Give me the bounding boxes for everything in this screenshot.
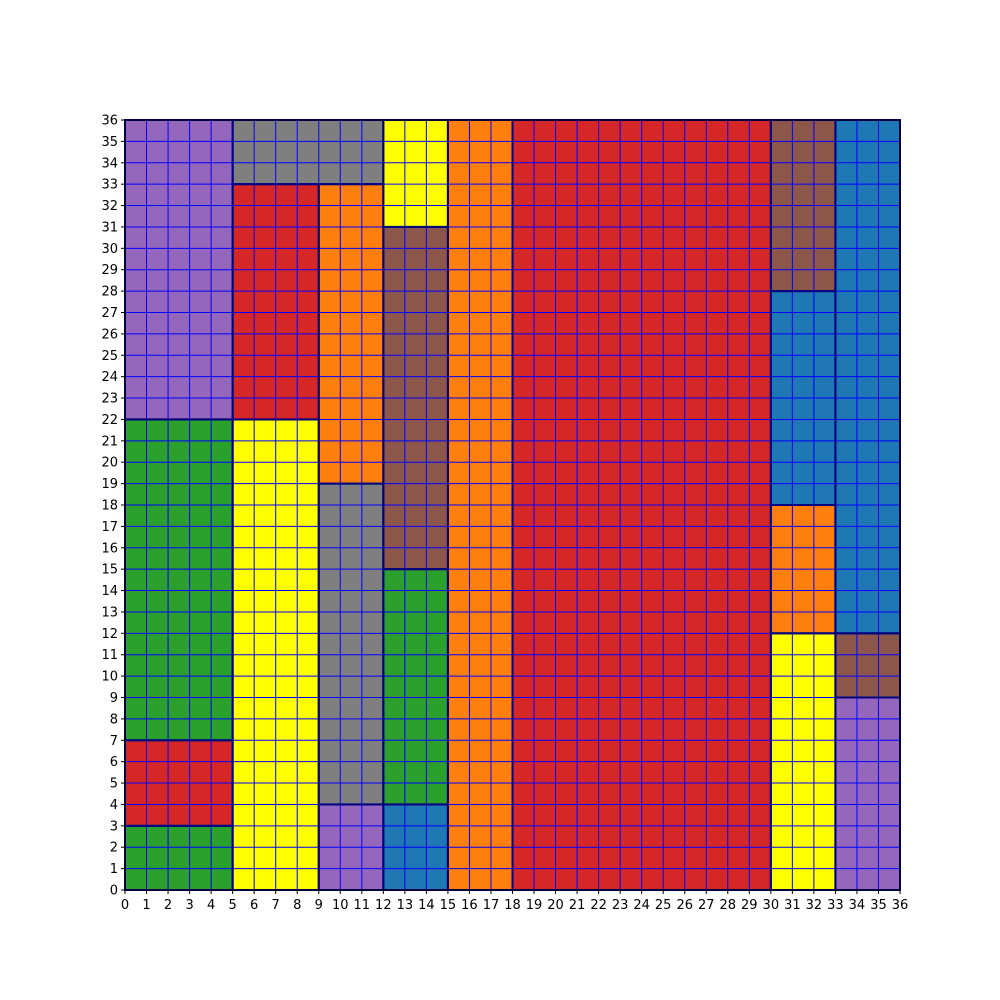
region-rect-gray	[232, 120, 384, 185]
x-tick-label: 20	[547, 898, 564, 913]
x-tick-label: 10	[332, 898, 349, 913]
x-tick-label: 17	[483, 898, 500, 913]
y-tick-label: 16	[101, 541, 118, 556]
y-tick-label: 24	[101, 370, 118, 385]
x-tick-label: 18	[504, 898, 521, 913]
y-tick-label: 35	[101, 135, 118, 150]
x-axis-ticks: 0 1 2 3 4 5 6 7 8 9 10 11 12 13 14 15 16 17 18 19 20 21 22 23 24…	[121, 890, 908, 913]
x-tick-label: 28	[720, 898, 737, 913]
region-rect-purple	[835, 697, 900, 890]
x-tick-label: 12	[375, 898, 392, 913]
x-tick-label: 3	[185, 898, 193, 913]
y-tick-label: 12	[101, 627, 118, 642]
x-tick-label: 19	[526, 898, 543, 913]
x-tick-label: 5	[228, 898, 236, 913]
x-tick-label: 31	[784, 898, 801, 913]
x-tick-label: 6	[250, 898, 258, 913]
x-tick-label: 32	[806, 898, 823, 913]
x-tick-label: 13	[397, 898, 414, 913]
y-tick-label: 36	[101, 114, 118, 129]
y-tick-label: 32	[101, 199, 118, 214]
x-tick-label: 23	[612, 898, 629, 913]
region-border-layer	[124, 119, 902, 892]
x-tick-label: 26	[676, 898, 693, 913]
x-tick-label: 11	[354, 898, 371, 913]
x-tick-label: 25	[655, 898, 672, 913]
region-rect-green	[125, 825, 233, 890]
x-tick-label: 1	[142, 898, 150, 913]
y-tick-label: 21	[101, 434, 118, 449]
y-tick-label: 5	[110, 777, 118, 792]
x-tick-label: 29	[741, 898, 758, 913]
x-tick-label: 30	[763, 898, 780, 913]
y-tick-label: 9	[110, 691, 118, 706]
x-tick-label: 22	[590, 898, 607, 913]
y-tick-label: 30	[101, 242, 118, 257]
y-tick-label: 4	[110, 798, 118, 813]
y-tick-label: 31	[101, 220, 118, 235]
y-tick-label: 3	[110, 819, 118, 834]
y-tick-label: 11	[101, 648, 118, 663]
y-tick-label: 10	[101, 670, 118, 685]
y-tick-label: 22	[101, 413, 118, 428]
y-tick-label: 13	[101, 605, 118, 620]
y-tick-label: 18	[101, 499, 118, 514]
x-tick-label: 21	[569, 898, 586, 913]
y-tick-label: 28	[101, 285, 118, 300]
x-tick-label: 15	[440, 898, 457, 913]
x-tick-label: 27	[698, 898, 715, 913]
x-tick-label: 35	[870, 898, 887, 913]
y-tick-label: 0	[110, 884, 118, 899]
x-tick-label: 4	[207, 898, 215, 913]
x-tick-label: 14	[418, 898, 435, 913]
x-tick-label: 9	[315, 898, 323, 913]
y-tick-label: 15	[101, 563, 118, 578]
x-tick-label: 36	[892, 898, 909, 913]
region-rect-brown	[835, 633, 900, 698]
x-tick-label: 34	[849, 898, 866, 913]
y-axis-ticks: 0123456789101112131415161718192021222324…	[101, 114, 125, 899]
region-rect-green	[383, 569, 448, 805]
y-tick-label: 27	[101, 306, 118, 321]
x-tick-label: 7	[272, 898, 280, 913]
y-tick-label: 34	[101, 156, 118, 171]
y-tick-label: 29	[101, 263, 118, 278]
x-tick-label: 8	[293, 898, 301, 913]
x-tick-label: 33	[827, 898, 844, 913]
region-rect-green	[125, 419, 233, 741]
y-tick-label: 7	[110, 734, 118, 749]
y-tick-label: 1	[110, 862, 118, 877]
y-tick-label: 23	[101, 392, 118, 407]
x-tick-label: 0	[121, 898, 129, 913]
y-tick-label: 19	[101, 477, 118, 492]
y-tick-label: 20	[101, 456, 118, 471]
y-tick-label: 25	[101, 349, 118, 364]
y-tick-label: 17	[101, 520, 118, 535]
x-tick-label: 16	[461, 898, 478, 913]
y-tick-label: 26	[101, 327, 118, 342]
x-tick-label: 24	[633, 898, 650, 913]
y-tick-label: 8	[110, 712, 118, 727]
y-tick-label: 14	[101, 584, 118, 599]
region-rect-gray	[318, 483, 384, 805]
region-rect-yellow	[383, 120, 448, 227]
y-tick-label: 6	[110, 755, 118, 770]
y-tick-label: 2	[110, 841, 118, 856]
x-tick-label: 2	[164, 898, 172, 913]
y-tick-label: 33	[101, 178, 118, 193]
